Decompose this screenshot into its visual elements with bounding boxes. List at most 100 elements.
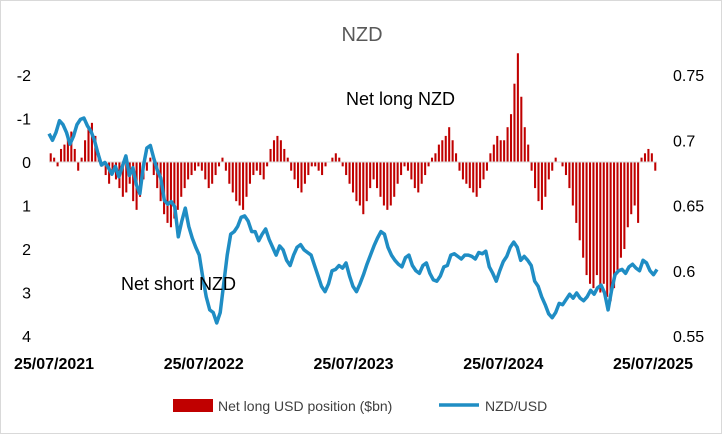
right-tick-label: 0.7 xyxy=(673,133,695,150)
bar xyxy=(173,162,176,219)
bar xyxy=(396,162,399,184)
bar xyxy=(472,162,475,193)
bar xyxy=(448,127,451,162)
bar xyxy=(637,162,640,223)
bar xyxy=(424,162,427,176)
bar xyxy=(290,162,293,171)
bar xyxy=(324,162,327,167)
right-tick-label: 0.6 xyxy=(673,264,695,281)
bar xyxy=(49,153,52,162)
left-tick-label: 2 xyxy=(22,242,31,259)
bar xyxy=(252,162,255,176)
bar xyxy=(187,162,190,180)
bar xyxy=(492,144,495,162)
bar xyxy=(382,162,385,206)
bar xyxy=(262,162,265,180)
bar xyxy=(599,162,602,293)
bar xyxy=(554,157,557,162)
bar xyxy=(365,162,368,202)
bar xyxy=(616,162,619,271)
right-tick-label: 0.75 xyxy=(673,68,704,85)
bar xyxy=(393,162,396,197)
bar xyxy=(259,162,262,176)
bar xyxy=(489,153,492,162)
bar xyxy=(63,144,66,162)
bar xyxy=(568,162,571,189)
bar xyxy=(211,162,214,184)
bar xyxy=(73,148,76,162)
bar xyxy=(108,162,111,184)
bar xyxy=(509,114,513,162)
bar xyxy=(169,162,172,228)
bar xyxy=(527,144,530,162)
bar xyxy=(149,157,152,162)
bar xyxy=(245,162,248,197)
bar xyxy=(132,162,135,202)
bar xyxy=(430,157,434,162)
bar xyxy=(193,162,197,171)
bar xyxy=(379,162,382,197)
x-tick-label: 25/07/2021 xyxy=(14,356,94,373)
bar xyxy=(540,162,543,210)
bar xyxy=(389,162,392,206)
legend-line-label: NZD/USD xyxy=(485,398,547,414)
right-tick-label: 0.55 xyxy=(673,329,704,346)
bar xyxy=(530,162,533,171)
bar xyxy=(59,148,63,162)
bar xyxy=(417,162,420,193)
bar xyxy=(348,162,351,184)
bar xyxy=(310,162,313,167)
bar xyxy=(180,162,183,197)
bar xyxy=(427,162,430,167)
bar xyxy=(207,162,210,189)
bar xyxy=(300,162,303,193)
bar xyxy=(345,162,348,176)
bar xyxy=(125,162,128,193)
bar xyxy=(654,162,657,171)
bar xyxy=(111,162,114,171)
bar xyxy=(286,157,289,162)
bar xyxy=(571,162,574,206)
bar xyxy=(420,162,423,184)
bar xyxy=(458,162,461,171)
bar xyxy=(475,162,478,197)
bar xyxy=(372,162,375,180)
bar xyxy=(602,162,605,284)
bar xyxy=(87,127,90,162)
bar xyxy=(176,162,179,210)
bar xyxy=(647,148,650,162)
bar xyxy=(84,140,87,162)
right-tick-label: 0.65 xyxy=(673,199,704,216)
bar xyxy=(255,162,258,171)
bar xyxy=(231,162,234,193)
bar xyxy=(437,144,440,162)
bar xyxy=(588,162,592,284)
legend-bar-label: Net long USD position ($bn) xyxy=(218,398,392,414)
bar xyxy=(235,162,238,202)
bar xyxy=(619,162,622,258)
bar xyxy=(204,162,207,180)
bar xyxy=(70,131,73,162)
bar xyxy=(503,140,506,162)
bar xyxy=(441,140,444,162)
bar xyxy=(334,153,337,162)
bar xyxy=(351,162,355,193)
bar xyxy=(283,148,286,162)
bar xyxy=(190,162,193,176)
x-axis-ticks: 25/07/2021 25/07/2022 25/07/2023 25/07/2024… xyxy=(14,356,693,373)
x-tick-label: 25/07/2024 xyxy=(463,356,543,373)
bar xyxy=(544,162,547,197)
bar xyxy=(238,162,241,206)
right-axis-ticks: 0.75 0.7 0.65 0.6 0.55 xyxy=(673,68,704,346)
bar xyxy=(516,53,519,162)
bar xyxy=(269,148,272,162)
bar xyxy=(66,135,69,162)
bar xyxy=(564,162,567,176)
left-tick-label: 0 xyxy=(22,155,31,172)
bar xyxy=(297,162,300,189)
bar xyxy=(317,162,320,171)
bar xyxy=(156,162,159,189)
bar xyxy=(585,162,588,276)
left-axis-ticks: -2 -1 0 1 2 3 4 xyxy=(17,68,31,346)
